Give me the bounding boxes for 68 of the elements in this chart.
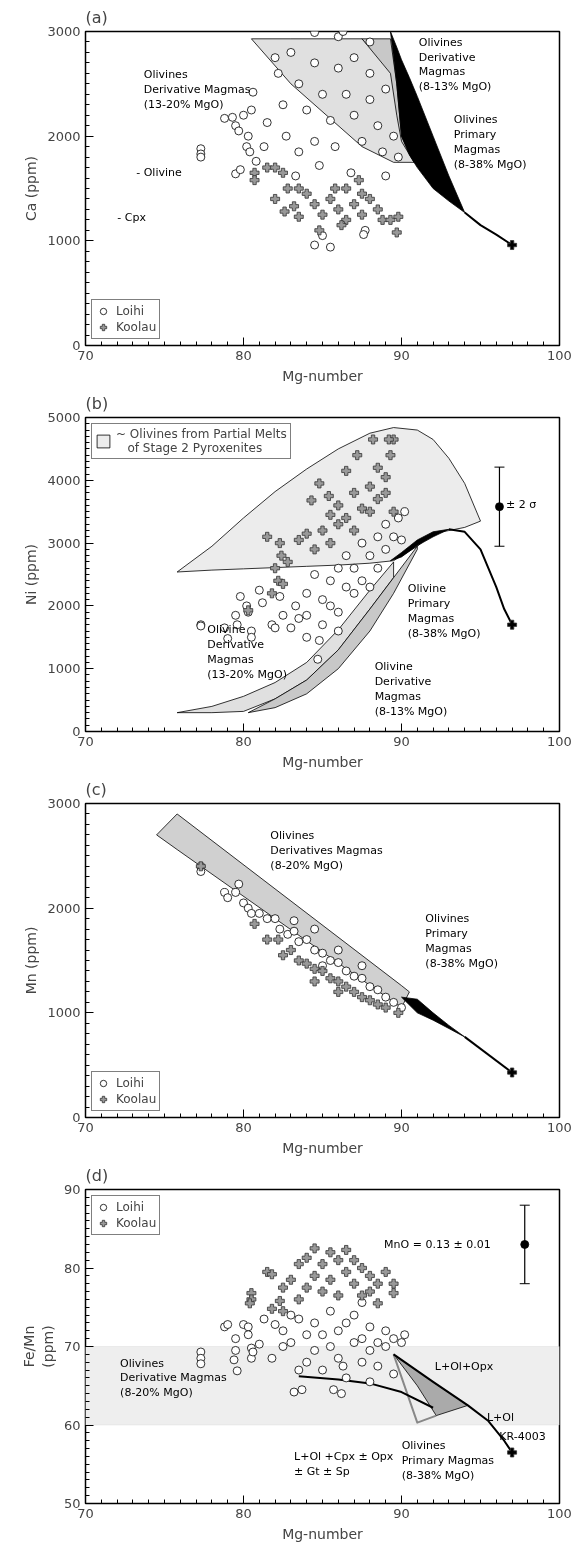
annotation: L+Ol [486,1411,515,1425]
x-tick-label: 80 [235,1119,252,1135]
annotation: Olivines Derivative Magmas (8-20% MgO) [120,1356,227,1400]
annotation: Olivine Derivative Magmas (8-13% MgO) [374,659,448,718]
y-tick-label: 0 [72,724,81,739]
x-axis-title: Mg-number [282,753,364,770]
x-tick-label: 90 [393,1505,410,1521]
y-tick-label: 1000 [47,661,81,677]
x-tick-label: 80 [235,347,252,363]
x-tick-label: 100 [547,733,572,749]
y-tick-label: 70 [63,1339,81,1354]
x-axis-title: Mg-number [282,367,364,384]
y-tick-label: 5000 [47,410,81,425]
annotation: - Cpx [117,211,147,225]
annotation: Olivines Derivative Magmas (13-20% MgO) [143,68,251,112]
annotation: Olivines Primary Magmas (8-38% MgO) [425,912,498,971]
annotation: MnO = 0.13 ± 0.01 [384,1238,491,1252]
x-tick-label: 100 [547,1505,572,1521]
x-tick-label: 90 [393,347,410,363]
legend-label: ~ Olivines from Partial Melts of Stage 2 Pyroxenites [116,427,287,455]
chart-title: (b) [85,393,109,413]
y-tick-label: 2000 [47,900,81,916]
annotation: L+Ol+Opx [434,1360,494,1373]
y-tick-label: 0 [72,1110,81,1125]
annotation: ± 2 σ [505,497,537,511]
chart-title: (a) [85,7,108,27]
y-tick-label: 3000 [47,24,81,39]
annotation: - Olivine [136,165,182,179]
annotation: Olivine Derivative Magmas (13-20% MgO) [207,623,287,682]
y-tick-label: 2000 [47,128,81,144]
legend-label: Koolau [116,1091,157,1107]
x-tick-label: 80 [235,733,252,749]
y-tick-label: 3000 [47,535,81,551]
annotation: L+Ol +Cpx ± Opx ± Gt ± Sp [294,1450,394,1479]
y-axis-title: Fe/Mn (ppm) [20,1325,56,1368]
y-tick-label: 1000 [47,1005,81,1021]
y-tick-label: 1000 [47,233,81,249]
chart-title: (c) [85,779,107,799]
legend-label: Koolau [116,319,157,335]
x-tick-label: 80 [235,1505,252,1521]
y-axis-title: Mn (ppm) [23,926,40,995]
y-tick-label: 80 [63,1260,81,1276]
y-tick-label: 4000 [47,472,81,488]
y-axis-title: Ni (ppm) [23,543,40,606]
annotation: Olivines Primary Magmas (8-38% MgO) [401,1439,495,1483]
legend-label: Loihi [116,303,145,319]
x-axis-title: Mg-number [282,1525,364,1542]
legend-label: Loihi [116,1075,145,1091]
y-axis-title: Ca (ppm) [23,155,40,222]
y-tick-label: 60 [63,1417,81,1433]
legend-label: Koolau [116,1215,157,1231]
annotation: KR-4003 [499,1430,546,1444]
legend-label: Loihi [116,1199,145,1215]
annotation: Olivine Primary Magmas (8-38% MgO) [407,582,481,640]
y-tick-label: 3000 [47,796,81,811]
annotation: Olivines Derivatives Magmas (8-20% MgO) [270,828,383,872]
annotation: Olivines Derivative Magmas (8-13% MgO) [418,35,492,94]
x-tick-label: 100 [547,1119,572,1135]
y-tick-label: 0 [72,338,81,353]
x-tick-label: 90 [393,733,410,749]
x-tick-label: 100 [547,347,572,363]
y-tick-label: 50 [63,1496,81,1511]
x-tick-label: 90 [393,1119,410,1135]
chart-title: (d) [85,1165,109,1185]
annotation: Olivines Primary Magmas (8-38% MgO) [453,113,527,171]
y-tick-label: 90 [63,1182,81,1197]
x-axis-title: Mg-number [282,1139,364,1156]
y-tick-label: 2000 [47,598,81,614]
